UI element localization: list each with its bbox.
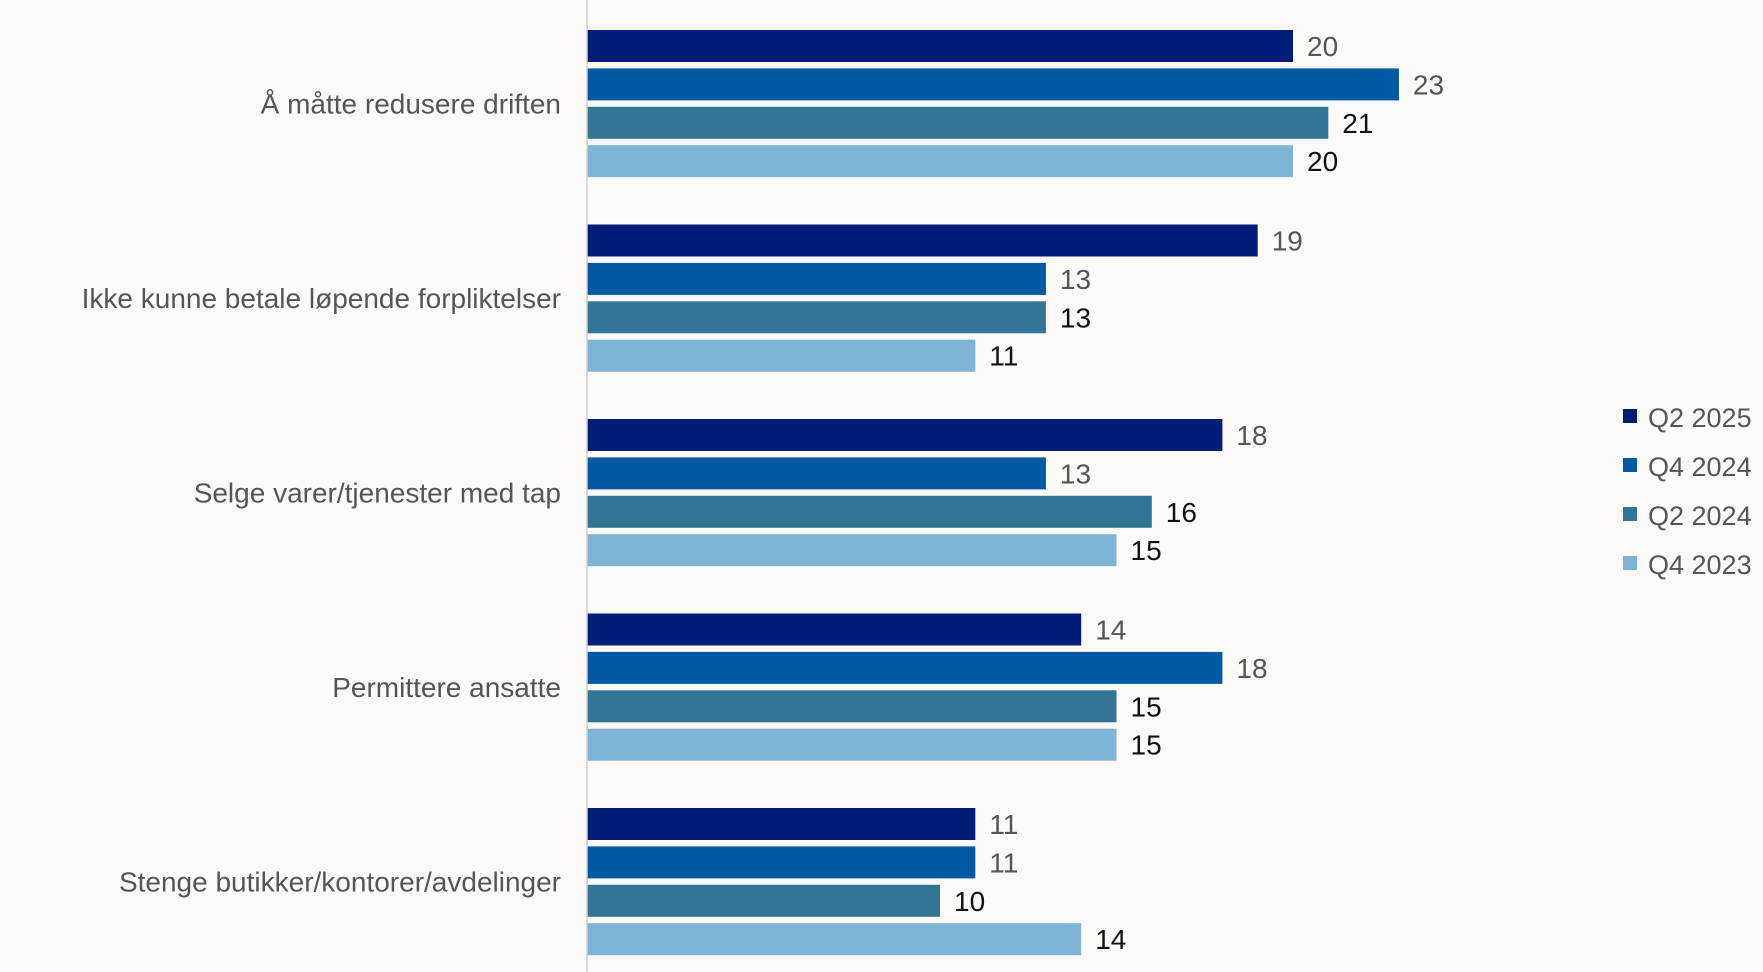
data-label: 10 (954, 886, 985, 917)
bar (587, 728, 1117, 761)
legend-swatch (1623, 458, 1637, 472)
bar (587, 301, 1046, 334)
data-label: 21 (1342, 108, 1373, 139)
data-label: 19 (1272, 226, 1303, 257)
data-label: 13 (1060, 302, 1091, 333)
category-label: Ikke kunne betale løpende forpliktelser (82, 283, 561, 314)
legend-label: Q2 2025 (1648, 403, 1752, 433)
bar (587, 534, 1117, 567)
category-label: Å måtte redusere driften (261, 89, 561, 120)
bar (587, 923, 1082, 956)
data-label: 11 (989, 341, 1018, 372)
bars-layer (587, 30, 1399, 956)
data-label: 13 (1060, 264, 1091, 295)
bar (587, 145, 1293, 178)
legend-swatch (1623, 409, 1637, 423)
data-label: 14 (1095, 615, 1126, 646)
bar (587, 224, 1258, 257)
legend-label: Q4 2024 (1648, 452, 1752, 482)
bar (587, 846, 976, 879)
data-label: 15 (1131, 691, 1162, 722)
bar (587, 884, 940, 917)
data-label: 18 (1236, 653, 1267, 684)
legend: Q2 2025 Q4 2024 Q2 2024 Q4 2023 (1623, 403, 1752, 580)
bar (587, 262, 1046, 295)
bar (587, 808, 976, 840)
data-label: 11 (989, 809, 1018, 840)
legend-label: Q2 2024 (1648, 501, 1752, 531)
data-label: 16 (1166, 497, 1197, 528)
bar (587, 495, 1152, 528)
bar (587, 457, 1046, 490)
legend-swatch (1623, 507, 1637, 521)
data-label: 18 (1236, 420, 1267, 451)
bar (587, 339, 976, 372)
category-label: Stenge butikker/kontorer/avdelinger (119, 867, 561, 898)
data-label: 14 (1095, 924, 1126, 955)
data-label: 23 (1413, 69, 1444, 100)
bar (587, 30, 1293, 62)
data-label: 20 (1307, 146, 1338, 177)
bar (587, 106, 1329, 139)
data-label: 13 (1060, 458, 1091, 489)
category-label: Permittere ansatte (332, 672, 561, 703)
bar (587, 651, 1223, 684)
bar (587, 68, 1399, 101)
bar (587, 690, 1117, 723)
category-labels-layer: Å måtte redusere driften Ikke kunne betal… (82, 89, 561, 898)
data-label: 20 (1307, 31, 1338, 62)
data-label: 15 (1131, 535, 1162, 566)
legend-label: Q4 2023 (1648, 550, 1752, 580)
bar (587, 613, 1082, 646)
data-label: 11 (989, 847, 1018, 878)
bar (587, 419, 1223, 451)
category-label: Selge varer/tjenester med tap (194, 478, 561, 509)
legend-swatch (1623, 556, 1637, 570)
data-label: 15 (1131, 730, 1162, 761)
